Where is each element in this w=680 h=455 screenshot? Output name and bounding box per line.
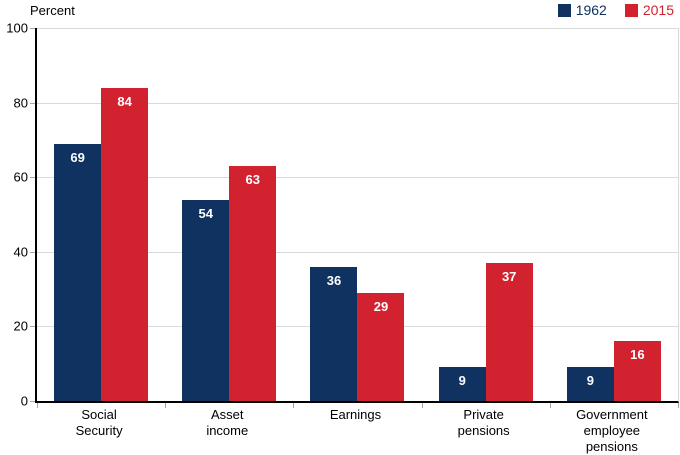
y-tick-label-100: 100 xyxy=(6,20,28,36)
x-tick-1 xyxy=(165,403,167,408)
y-tick-label-20: 20 xyxy=(13,318,28,334)
bar-value-label: 29 xyxy=(373,298,389,314)
bar-group-0: 69 84 xyxy=(37,28,165,401)
y-tick-40 xyxy=(30,251,35,253)
bar-2015-4: 16 xyxy=(613,341,661,401)
y-tick-label-80: 80 xyxy=(13,95,28,111)
bar-value-label: 69 xyxy=(70,149,85,165)
x-category-label-4: Government employee pensions xyxy=(576,407,648,454)
x-tick-3 xyxy=(421,403,423,408)
bar-1962-0: 69 xyxy=(54,143,102,401)
y-tick-80 xyxy=(30,102,35,104)
y-tick-label-0: 0 xyxy=(20,393,28,409)
bar-group-3: 9 37 xyxy=(422,28,550,401)
x-axis-labels: Social Security Asset income Earnings Priva… xyxy=(35,407,676,455)
y-tick-100 xyxy=(30,28,35,29)
y-tick-20 xyxy=(30,326,35,328)
bar-group-1: 54 63 xyxy=(165,28,293,401)
bar-2015-1: 63 xyxy=(229,166,277,401)
bar-2015-0: 84 xyxy=(101,87,149,401)
bar-1962-1: 54 xyxy=(182,199,230,401)
legend-item-1962: 1962 xyxy=(557,2,607,18)
bar-value-label: 36 xyxy=(326,272,342,288)
bar-group-4: 9 16 xyxy=(550,28,678,401)
bar-value-label: 9 xyxy=(586,373,594,389)
gridline-40 xyxy=(37,251,678,253)
gridline-60 xyxy=(37,177,678,179)
x-tick-0 xyxy=(37,403,38,408)
legend-swatch-2015 xyxy=(624,3,638,17)
x-category-label-1: Asset income xyxy=(206,407,249,438)
x-tick-5 xyxy=(678,403,679,408)
y-tick-label-40: 40 xyxy=(13,244,28,260)
y-axis-title: Percent xyxy=(30,3,75,18)
bar-value-label: 37 xyxy=(501,269,517,284)
x-tick-2 xyxy=(293,403,295,408)
bar-value-label: 9 xyxy=(458,373,466,389)
x-category-label-3: Private pensions xyxy=(457,407,510,438)
legend-item-2015: 2015 xyxy=(624,2,674,18)
legend: 1962 2015 xyxy=(557,2,674,18)
bar-2015-2: 29 xyxy=(357,292,405,401)
bar-2015-3: 37 xyxy=(485,263,533,401)
y-tick-60 xyxy=(30,177,35,179)
x-category-label-2: Earnings xyxy=(329,407,382,422)
gridline-100 xyxy=(37,28,678,29)
gridline-80 xyxy=(37,102,678,104)
bar-value-label: 16 xyxy=(630,347,645,363)
x-tick-4 xyxy=(549,403,551,408)
y-tick-0 xyxy=(30,401,35,402)
bar-value-label: 54 xyxy=(198,205,214,221)
y-tick-label-60: 60 xyxy=(13,169,28,185)
bar-1962-3: 9 xyxy=(438,367,486,401)
bar-1962-4: 9 xyxy=(566,367,614,401)
bar-value-label: 63 xyxy=(245,172,261,188)
bar-1962-2: 36 xyxy=(310,266,358,401)
legend-swatch-1962 xyxy=(557,3,571,17)
x-category-label-0: Social Security xyxy=(75,407,123,438)
plot-area: 0 20 40 60 80 100 69 84 54 63 36 29 9 37 9 16 xyxy=(6,21,679,409)
bar-group-2: 36 29 xyxy=(293,28,421,401)
legend-label-2015: 2015 xyxy=(642,2,674,18)
bar-value-label: 84 xyxy=(117,93,132,109)
legend-label-1962: 1962 xyxy=(575,2,607,18)
